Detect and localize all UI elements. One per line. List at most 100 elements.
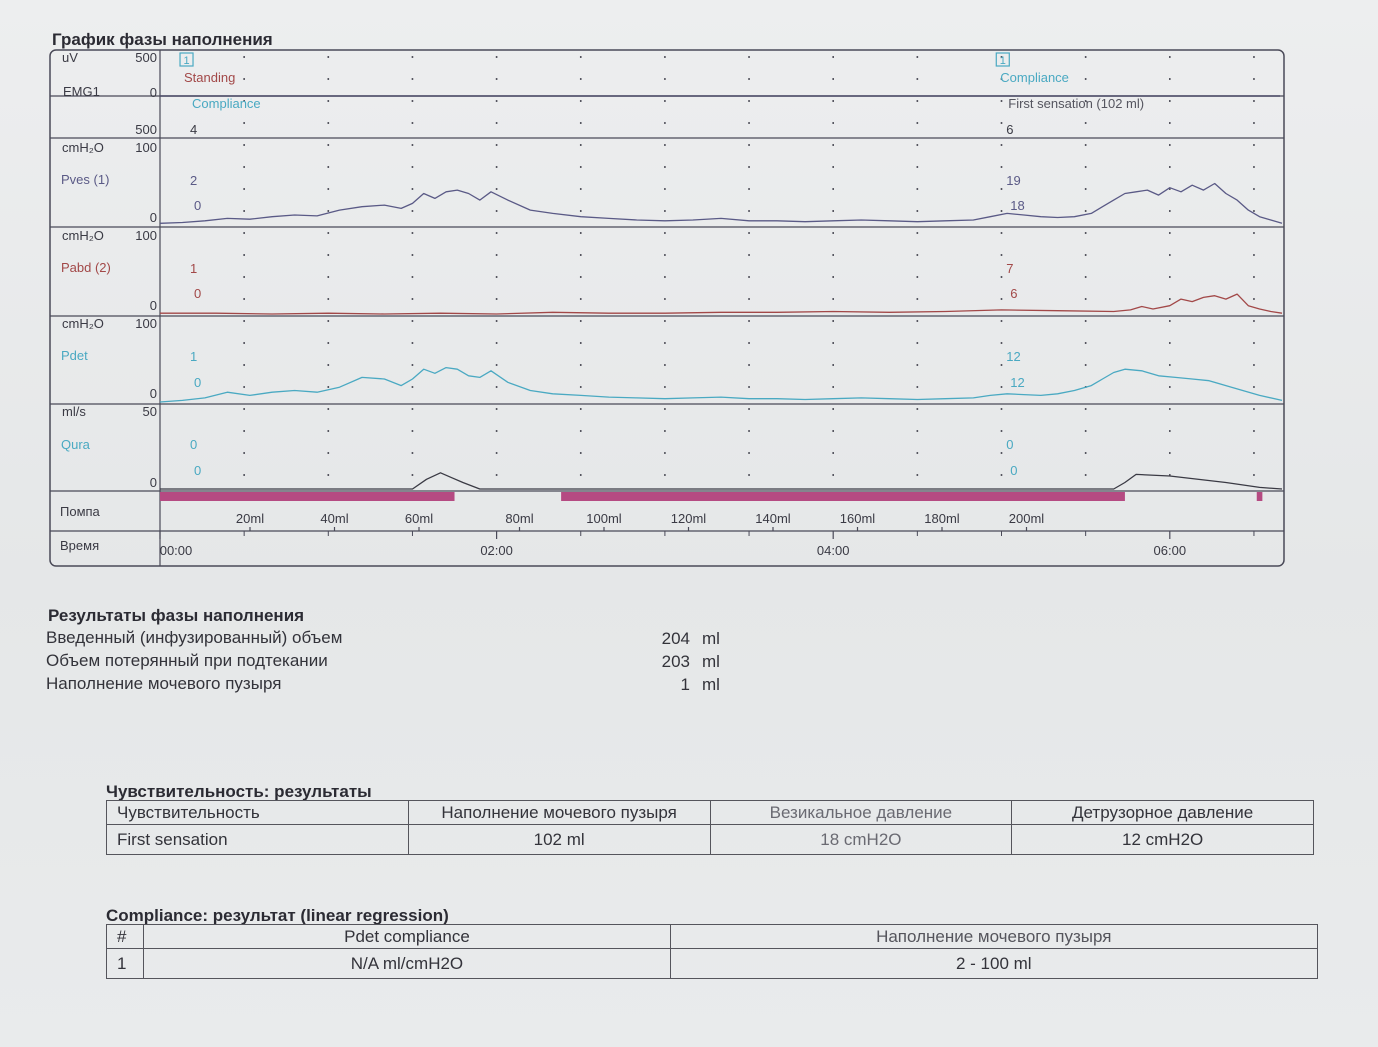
- event-label-mid-0: Compliance: [192, 96, 261, 111]
- trace-qura: [160, 472, 1283, 490]
- event-qura-a-1: 0: [1006, 437, 1013, 452]
- compliance-table: # Pdet compliance Наполнение мочевого пу…: [105, 924, 1319, 979]
- event-pves-b-0: 0: [194, 198, 201, 213]
- pump-axis-label: Помпа: [60, 504, 101, 519]
- event-pves-b-1: 18: [1010, 198, 1024, 213]
- channel-scale-bottom-3: 0: [150, 386, 157, 401]
- event-qura-b-0: 0: [194, 463, 201, 478]
- result-value-leaked: 203: [661, 652, 690, 671]
- trace-pves: [159, 182, 1283, 224]
- sensitivity-cell-filling: 102 ml: [407, 824, 711, 855]
- channel-scale-mid-0: 0: [150, 85, 157, 100]
- pump-segment-2: [1256, 492, 1263, 501]
- event-pabd-b-0: 0: [194, 286, 201, 301]
- sensitivity-header-vesical: Везикальное давление: [709, 800, 1013, 825]
- pump-segment-1: [561, 492, 1125, 501]
- result-unit-leaked: ml: [702, 652, 720, 671]
- pump-segment-0: [160, 492, 455, 501]
- channel-unit-3: cmH₂O: [62, 316, 104, 331]
- result-label-leaked: Объем потерянный при подтекании: [46, 651, 328, 670]
- trace-pdet: [159, 366, 1283, 403]
- channel-unit-4: ml/s: [62, 404, 86, 419]
- compliance-header-number: #: [105, 924, 145, 949]
- chart-title: График фазы наполнения: [52, 30, 273, 49]
- event-label-top-1: Compliance: [1000, 70, 1069, 85]
- results-title: Результаты фазы наполнения: [48, 606, 305, 625]
- time-tick-label-0: 00:00: [160, 543, 193, 558]
- event-pves-a-1: 19: [1006, 173, 1020, 188]
- sensitivity-header-sensitivity: Чувствительность: [106, 800, 409, 825]
- pump-tick-label-1: 40ml: [320, 511, 348, 526]
- pump-tick-label-3: 80ml: [505, 511, 533, 526]
- channel-name-4: Qura: [61, 437, 91, 452]
- time-tick-label-1: 02:00: [480, 543, 513, 558]
- event-pdet-b-0: 0: [194, 375, 201, 390]
- channel-scale-top-1: 100: [135, 140, 157, 155]
- channel-scale-bottom-1: 0: [150, 210, 157, 225]
- channel-scale-bottom-4: 0: [150, 475, 157, 490]
- event-pabd-a-0: 1: [190, 261, 197, 276]
- channel-name-1: Pves (1): [61, 172, 109, 187]
- event-pdet-a-0: 1: [190, 349, 197, 364]
- channel-unit-0: uV: [62, 50, 78, 65]
- pump-tick-label-4: 100ml: [586, 511, 622, 526]
- channel-scale-top-3: 100: [135, 316, 157, 331]
- chart-frame: [49, 49, 1285, 567]
- result-label-filling: Наполнение мочевого пузыря: [46, 674, 282, 693]
- compliance-cell-pdet: N/A ml/cmH2O: [143, 948, 671, 979]
- pump-tick-label-9: 200ml: [1009, 511, 1045, 526]
- sensitivity-table: Чувствительность Наполнение мочевого пуз…: [106, 800, 1314, 855]
- event-emg-value-1: 6: [1006, 122, 1013, 137]
- event-label-top-0: Standing: [184, 70, 235, 85]
- channel-scale-bottom-0: 500: [135, 122, 157, 137]
- event-label-mid-1: First sensation (102 ml): [1008, 96, 1144, 111]
- pump-tick-label-6: 140ml: [755, 511, 791, 526]
- pump-tick-label-7: 160ml: [840, 511, 876, 526]
- result-unit-filling: ml: [702, 675, 720, 694]
- event-pdet-a-1: 12: [1006, 349, 1020, 364]
- time-tick-label-3: 06:00: [1154, 543, 1187, 558]
- event-marker-0: 1: [183, 55, 189, 67]
- pump-tick-label-5: 120ml: [671, 511, 707, 526]
- event-qura-a-0: 0: [190, 437, 197, 452]
- pump-tick-label-0: 20ml: [236, 511, 264, 526]
- trace-pabd: [160, 293, 1283, 315]
- result-value-filling: 1: [680, 675, 690, 694]
- sensitivity-cell-event: First sensation: [106, 824, 409, 855]
- compliance-cell-filling: 2 - 100 ml: [669, 948, 1319, 979]
- result-label-infused: Введенный (инфузированный) объем: [46, 628, 343, 647]
- result-value-infused: 204: [661, 629, 690, 648]
- compliance-header-pdet: Pdet compliance: [143, 924, 671, 949]
- channel-unit-1: cmH₂O: [62, 140, 104, 155]
- compliance-header-filling: Наполнение мочевого пузыря: [669, 924, 1319, 949]
- event-marker-1: 1: [1000, 55, 1006, 67]
- event-qura-b-1: 0: [1010, 463, 1017, 478]
- time-tick-label-2: 04:00: [817, 543, 850, 558]
- sensitivity-cell-vesical: 18 cmH2O: [709, 824, 1013, 855]
- channel-scale-bottom-2: 0: [150, 298, 157, 313]
- event-pabd-b-1: 6: [1010, 286, 1017, 301]
- channel-name-3: Pdet: [61, 348, 88, 363]
- sensitivity-cell-detrusor: 12 cmH2O: [1011, 824, 1314, 855]
- pump-tick-label-8: 180ml: [924, 511, 960, 526]
- event-pves-a-0: 2: [190, 173, 197, 188]
- compliance-title: Compliance: результат (linear regression…: [106, 906, 449, 925]
- channel-scale-top-0: 500: [135, 50, 157, 65]
- sensitivity-title: Чувствительность: результаты: [106, 782, 372, 801]
- channel-scale-top-2: 100: [135, 228, 157, 243]
- channel-name-0: EMG1: [63, 84, 100, 99]
- time-axis-label: Время: [60, 538, 99, 553]
- channel-name-2: Pabd (2): [61, 260, 111, 275]
- event-pdet-b-1: 12: [1010, 375, 1024, 390]
- sensitivity-header-detrusor: Детрузорное давление: [1011, 800, 1314, 825]
- sensitivity-header-filling: Наполнение мочевого пузыря: [407, 800, 711, 825]
- event-marker-box-1: [995, 52, 1010, 67]
- result-unit-infused: ml: [702, 629, 720, 648]
- event-marker-box-0: [179, 52, 194, 67]
- compliance-cell-number: 1: [105, 948, 145, 979]
- event-pabd-a-1: 7: [1006, 261, 1013, 276]
- pump-tick-label-2: 60ml: [405, 511, 433, 526]
- channel-scale-top-4: 50: [143, 404, 157, 419]
